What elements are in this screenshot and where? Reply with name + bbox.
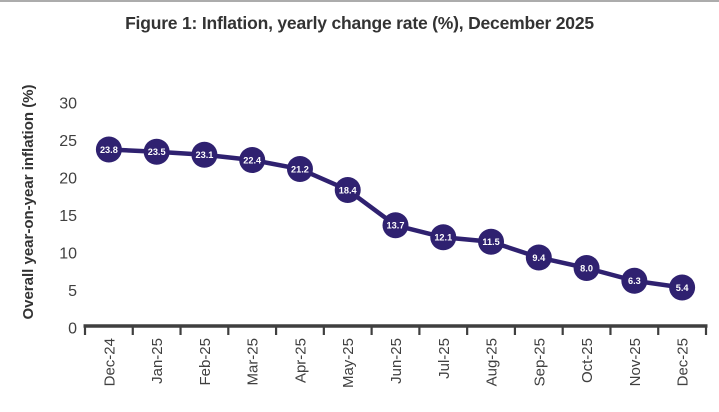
y-tick-label: 30	[59, 96, 77, 113]
x-tick-label: Jun-25	[388, 338, 405, 384]
y-tick-label: 15	[59, 208, 77, 225]
data-point-label: 12.1	[434, 233, 452, 243]
data-point-label: 23.1	[195, 150, 213, 160]
data-point-label: 11.5	[482, 237, 499, 247]
x-tick-label: Apr-25	[292, 338, 309, 383]
x-tick-label: Nov-25	[627, 338, 644, 386]
y-tick-label: 25	[59, 133, 77, 150]
x-tick-label: Dec-24	[101, 338, 118, 386]
x-tick-label: Feb-25	[197, 338, 214, 386]
data-point	[334, 177, 361, 203]
data-point-label: 23.8	[100, 145, 118, 155]
data-point	[430, 224, 457, 251]
data-point-label: 23.5	[148, 147, 166, 157]
data-point	[621, 267, 648, 294]
data-point-label: 22.4	[243, 155, 262, 165]
y-axis-title: Overall year-on-year inflation (%)	[20, 84, 37, 320]
y-tick-label: 10	[59, 246, 77, 263]
data-point	[382, 212, 409, 239]
data-point-label: 13.7	[387, 221, 405, 231]
data-point	[286, 156, 313, 182]
x-tick-label: Oct-25	[579, 338, 596, 383]
x-tick-label: Aug-25	[484, 338, 501, 386]
data-point-label: 21.2	[291, 164, 309, 174]
data-point-label: 18.4	[339, 185, 358, 195]
data-point	[143, 138, 170, 165]
data-point	[669, 274, 696, 301]
data-point	[95, 136, 122, 163]
y-tick-label: 5	[68, 283, 77, 300]
y-tick-label: 0	[68, 321, 77, 338]
x-tick-label: Mar-25	[245, 338, 262, 386]
data-point-label: 6.3	[628, 276, 641, 286]
data-point-label: 5.4	[676, 283, 690, 293]
data-point	[239, 147, 266, 173]
data-point-label: 9.4	[532, 253, 546, 263]
x-tick-label: Sep-25	[531, 338, 548, 386]
data-point	[478, 228, 505, 255]
x-tick-label: May-25	[340, 338, 357, 388]
data-point	[573, 255, 600, 281]
x-tick-label: Jul-25	[436, 338, 453, 379]
x-tick-label: Dec-25	[675, 338, 692, 386]
data-point	[191, 141, 218, 168]
chart-title: Figure 1: Inflation, yearly change rate …	[125, 13, 594, 33]
x-tick-label: Jan-25	[149, 338, 166, 384]
data-point-label: 8.0	[580, 263, 593, 273]
data-point	[525, 244, 552, 271]
y-tick-label: 20	[59, 171, 77, 188]
